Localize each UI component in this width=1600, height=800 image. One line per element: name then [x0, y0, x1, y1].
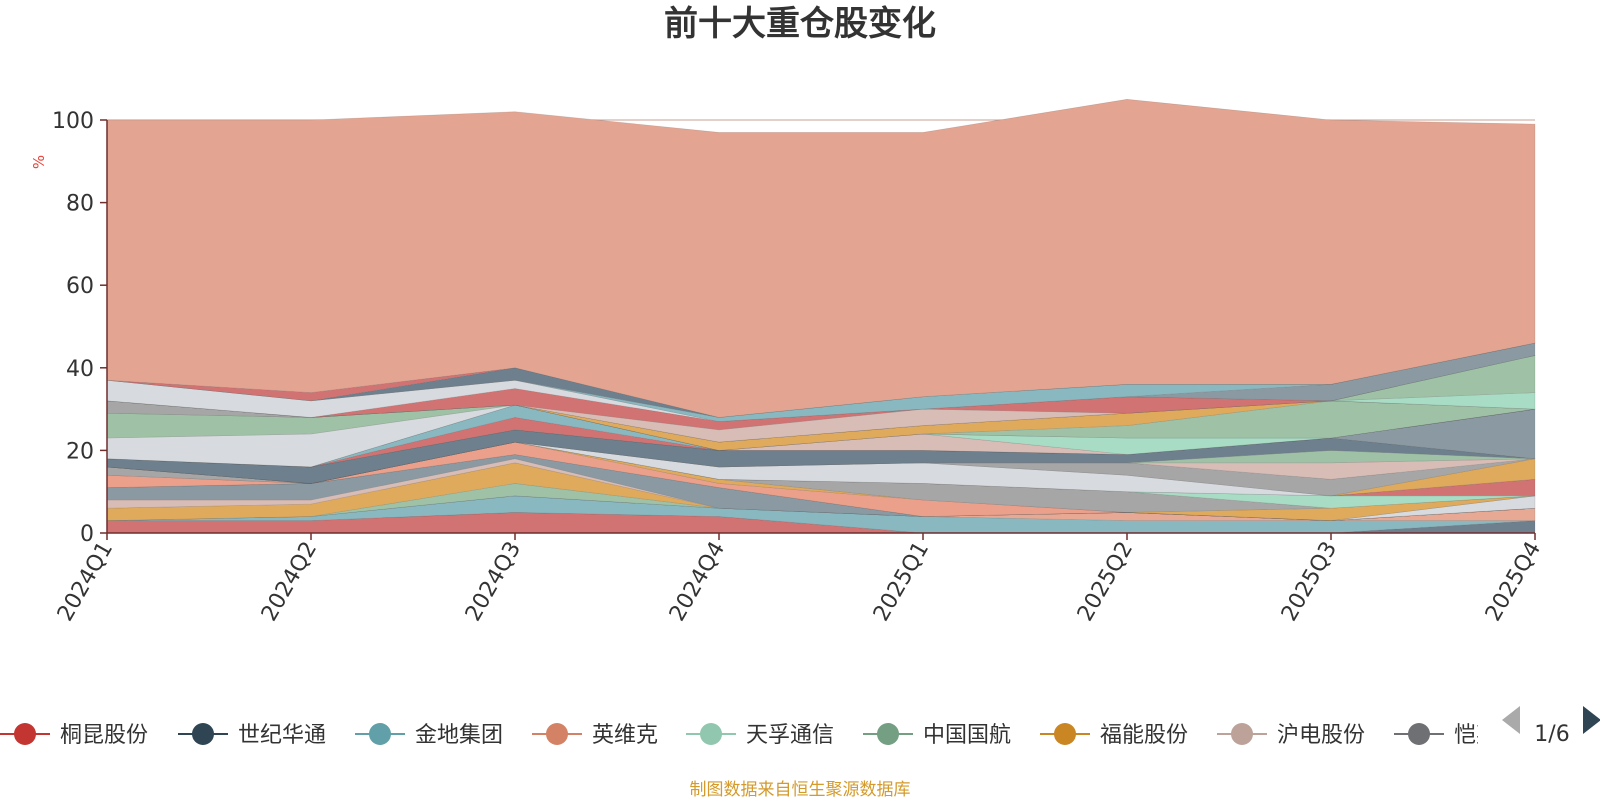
legend-label: 桐昆股份: [60, 723, 148, 748]
legend-marker-icon: [14, 723, 36, 745]
x-tick-label-2024Q2: 2024Q2: [257, 538, 322, 626]
legend-pager: 1/6: [1502, 706, 1600, 747]
legend-marker-icon: [877, 723, 899, 745]
legend-marker-icon: [1231, 723, 1253, 745]
legend-label: 世纪华通: [238, 723, 326, 748]
y-tick-label-60: 60: [66, 274, 94, 299]
legend-item[interactable]: 福能股份: [1040, 723, 1188, 748]
x-tick-label-2025Q4: 2025Q4: [1481, 538, 1546, 626]
legend-item[interactable]: 世纪华通: [178, 723, 326, 748]
x-tick-label-2025Q1: 2025Q1: [869, 538, 934, 626]
legend-label: 中国国航: [923, 723, 1011, 748]
legend-marker-icon: [546, 723, 568, 745]
legend-marker-icon: [1054, 723, 1076, 745]
x-tick-label-2024Q3: 2024Q3: [461, 538, 526, 626]
legend-item[interactable]: 中国国航: [863, 723, 1011, 748]
legend-marker-icon: [369, 723, 391, 745]
stacked-areas: [106, 98, 1536, 534]
legend-item[interactable]: 沪电股份: [1217, 723, 1365, 748]
area-series-16: [106, 441, 1536, 497]
legend-marker-icon: [192, 723, 214, 745]
area-series-42: [106, 98, 1536, 418]
x-tick-label-2024Q1: 2024Q1: [53, 538, 118, 626]
y-tick-label-80: 80: [66, 192, 94, 217]
legend-prev-icon[interactable]: [1502, 706, 1520, 734]
legend-label: 福能股份: [1100, 723, 1188, 748]
legend-item[interactable]: 恺英网络: [1394, 723, 1542, 748]
x-tick-label-2024Q4: 2024Q4: [665, 538, 730, 626]
legend-label: 天孚通信: [746, 723, 834, 748]
legend-label: 恺英网络: [1454, 723, 1542, 748]
legend-page-indicator: 1/6: [1534, 722, 1569, 747]
y-tick-label-20: 20: [66, 439, 94, 464]
legend-item[interactable]: 桐昆股份: [0, 723, 148, 748]
legend-item[interactable]: 天孚通信: [686, 723, 834, 748]
area-series-30: [106, 400, 1536, 451]
legend-item[interactable]: 金地集团: [355, 723, 503, 748]
area-series-24: [106, 408, 1536, 468]
area-series-22: [106, 429, 1536, 484]
y-tick-label-0: 0: [80, 522, 94, 547]
legend-item[interactable]: 英维克: [532, 723, 658, 748]
legend-label: 沪电股份: [1277, 723, 1365, 748]
y-tick-label-100: 100: [52, 109, 94, 134]
x-tick-label-2025Q3: 2025Q3: [1277, 538, 1342, 626]
legend-label: 英维克: [592, 723, 658, 748]
chart-title: 前十大重仓股变化: [664, 4, 936, 44]
y-tick-label-40: 40: [66, 357, 94, 382]
x-tick-label-2025Q2: 2025Q2: [1073, 538, 1138, 626]
y-axis-unit: %: [30, 155, 48, 169]
legend-marker-icon: [1408, 723, 1430, 745]
legend-label: 金地集团: [415, 723, 503, 748]
legend-next-icon[interactable]: [1583, 706, 1600, 734]
legend: 桐昆股份 世纪华通 金地集团 英维克 天孚通信 中国国航 福能股份 沪电股份 恺英网络: [0, 723, 1542, 748]
data-source-note: 制图数据来自恒生聚源数据库: [690, 780, 911, 800]
legend-marker-icon: [700, 723, 722, 745]
